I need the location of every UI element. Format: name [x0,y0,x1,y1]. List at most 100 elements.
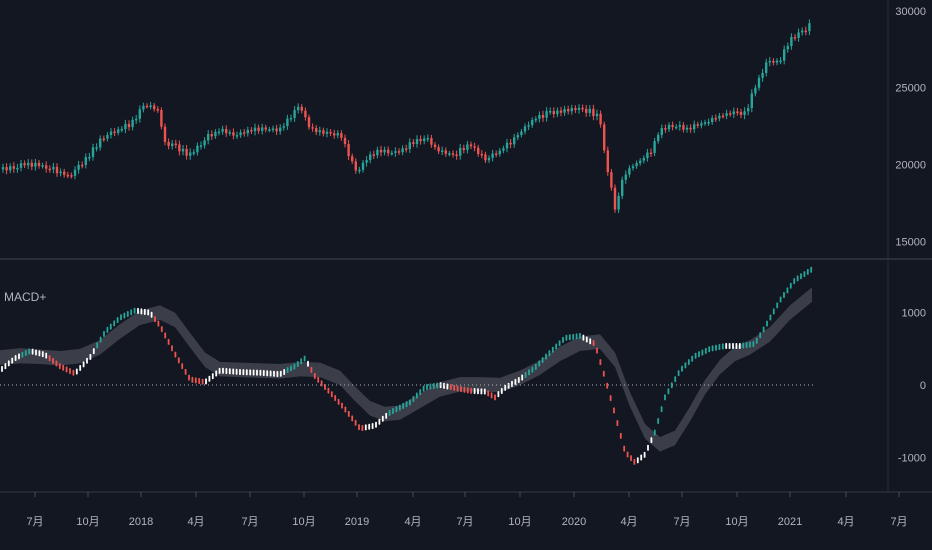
macd-point [548,350,551,357]
candle-body [534,118,537,121]
macd-point [140,308,143,315]
macd-point [606,382,609,389]
macd-point [150,311,153,318]
indicator-title[interactable]: MACD+ [4,290,47,304]
candle-body [149,105,152,108]
macd-point [351,415,354,422]
macd-point [779,296,782,303]
macd-point [640,454,643,461]
candle-body [59,171,62,174]
macd-point [473,388,476,395]
macd-point [18,353,20,360]
macd-point [487,390,490,397]
candle-body [545,111,548,118]
macd-point [718,344,721,351]
candle-body [329,131,332,134]
macd-point [630,455,632,462]
macd-point [327,387,330,394]
candle-body [343,137,347,145]
macd-point [762,326,765,333]
macd-point [721,343,724,350]
candle-body [451,153,455,155]
candle-body [99,138,102,148]
macd-point [317,376,320,383]
macd-point [62,364,65,371]
macd-point [426,383,428,390]
price-tick-label: 25000 [895,83,926,95]
macd-point [575,333,578,340]
macd-point [422,385,425,392]
macd-point [358,424,360,431]
macd-point [660,406,663,413]
macd-point [524,371,527,378]
macd-point [769,314,772,321]
candle-body [426,138,429,140]
candle-body [322,130,325,134]
candle-body [599,113,602,125]
macd-point [368,423,371,430]
candle-body [509,142,512,145]
candle-body [217,131,221,134]
macd-point [643,451,646,458]
macd-point [708,346,711,353]
candle-body [552,111,555,115]
macd-point [636,457,639,464]
candle-body [444,150,447,154]
macd-point [480,388,483,395]
macd-point [388,409,391,416]
macd-point [344,406,347,413]
candle-body [390,152,393,155]
price-tick-label: 20000 [895,160,926,172]
macd-point [38,350,41,357]
indicator-tick-label: 1000 [902,308,926,320]
time-axis[interactable]: 7月 10月 2018 4月 7月 10月 2019 4月 7月 10月 2020 4月 7月 10月 20… [26,492,908,528]
time-tick-label: 7月 [673,516,690,528]
candle-body [455,154,458,157]
macd-point [460,386,462,393]
macd-point [286,367,289,374]
macd-point [58,363,61,370]
candle-body [729,113,732,115]
macd-point [130,309,133,316]
time-tick-label: 2021 [778,516,802,528]
macd-point [92,348,95,355]
candle-body [491,153,494,158]
macd-point [364,424,367,431]
candle-body [678,125,681,127]
macd-point [415,392,418,399]
macd-point [4,363,7,370]
candle-body [786,46,789,50]
candle-body [441,150,444,152]
time-tick-label: 2018 [129,516,153,528]
candle-body [401,148,404,153]
candle-body [117,129,120,133]
macd-point [732,342,734,349]
macd-point [378,418,381,425]
candle-body [768,60,771,63]
candle-body [81,164,84,167]
candle-body [282,126,285,128]
macd-point [626,451,629,458]
candle-body [696,124,699,126]
macd-point [749,341,751,348]
candle-body [228,132,231,134]
macd-point [405,401,408,408]
candle-body [264,127,267,130]
candle-body [253,127,257,132]
macd-point [582,334,585,341]
macd-point [313,373,316,379]
macd-point [752,341,755,348]
candle-body [178,144,181,152]
candle-body [469,144,473,147]
candle-body [610,172,613,188]
indicator-axis[interactable]: -1000 0 1000 [898,308,926,465]
candle-body [736,111,739,113]
candle-body [52,166,55,170]
time-tick-label: 4月 [404,516,421,528]
macd-point [113,320,116,327]
candle-body [603,124,606,151]
candle-body [793,37,797,39]
macd-point [290,365,292,372]
price-axis[interactable]: 15000 20000 25000 30000 [895,6,926,249]
macd-point [259,369,262,376]
